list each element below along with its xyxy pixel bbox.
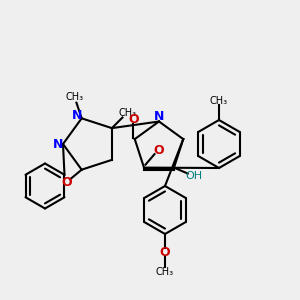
- Text: O: O: [61, 176, 72, 189]
- Text: CH₃: CH₃: [65, 92, 84, 102]
- Text: CH₃: CH₃: [156, 267, 174, 278]
- Text: O: O: [128, 113, 139, 126]
- Text: CH₃: CH₃: [210, 95, 228, 106]
- Text: N: N: [154, 110, 164, 124]
- Text: O: O: [160, 245, 170, 259]
- Text: N: N: [52, 137, 63, 151]
- Text: O: O: [153, 144, 164, 157]
- Text: CH₃: CH₃: [118, 108, 136, 118]
- Text: N: N: [72, 109, 82, 122]
- Text: OH: OH: [185, 171, 203, 181]
